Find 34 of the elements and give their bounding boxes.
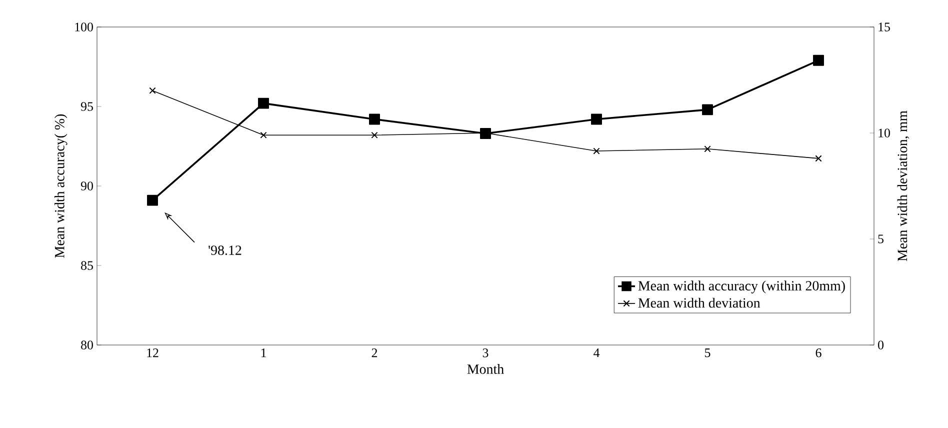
x-tick-label: 12	[147, 348, 158, 358]
point	[371, 132, 378, 138]
legend-label: Mean width accuracy (within 20mm)	[638, 280, 845, 294]
y-tick-label: 95	[80, 102, 93, 111]
point	[369, 114, 380, 125]
point	[813, 54, 824, 66]
y-tick-label: 85	[81, 261, 93, 270]
y-tick-label: 100	[75, 22, 93, 32]
x-axis-title: Month	[467, 364, 504, 374]
x-tick-label: 2	[372, 348, 378, 358]
point	[704, 146, 711, 152]
x-tick-label: 5	[705, 348, 710, 358]
point	[149, 87, 156, 94]
y2-axis-title: Mean width deviation, mm	[897, 110, 910, 262]
x-tick-label: 4	[594, 348, 600, 358]
point	[147, 194, 158, 206]
annotation: '98.12	[208, 246, 242, 256]
y2-tick-label: 10	[878, 128, 890, 138]
y2-tick-label: 0	[878, 340, 884, 350]
y2-tick-label: 5	[878, 234, 884, 244]
point	[591, 114, 602, 125]
point	[258, 98, 269, 109]
point	[702, 104, 713, 116]
legend-label: Mean width deviation	[638, 298, 760, 308]
y-tick-label: 90	[80, 182, 93, 190]
point	[815, 155, 822, 162]
point	[593, 148, 600, 154]
x-tick-label: 6	[816, 348, 822, 358]
x-tick-label: 3	[482, 348, 488, 358]
point	[260, 132, 267, 138]
y2-tick-label: 15	[878, 22, 890, 32]
y-tick-label: 80	[81, 340, 93, 350]
x-tick-label: 1	[261, 348, 266, 358]
y-axis-title: Mean width accuracy( %)	[54, 114, 68, 258]
